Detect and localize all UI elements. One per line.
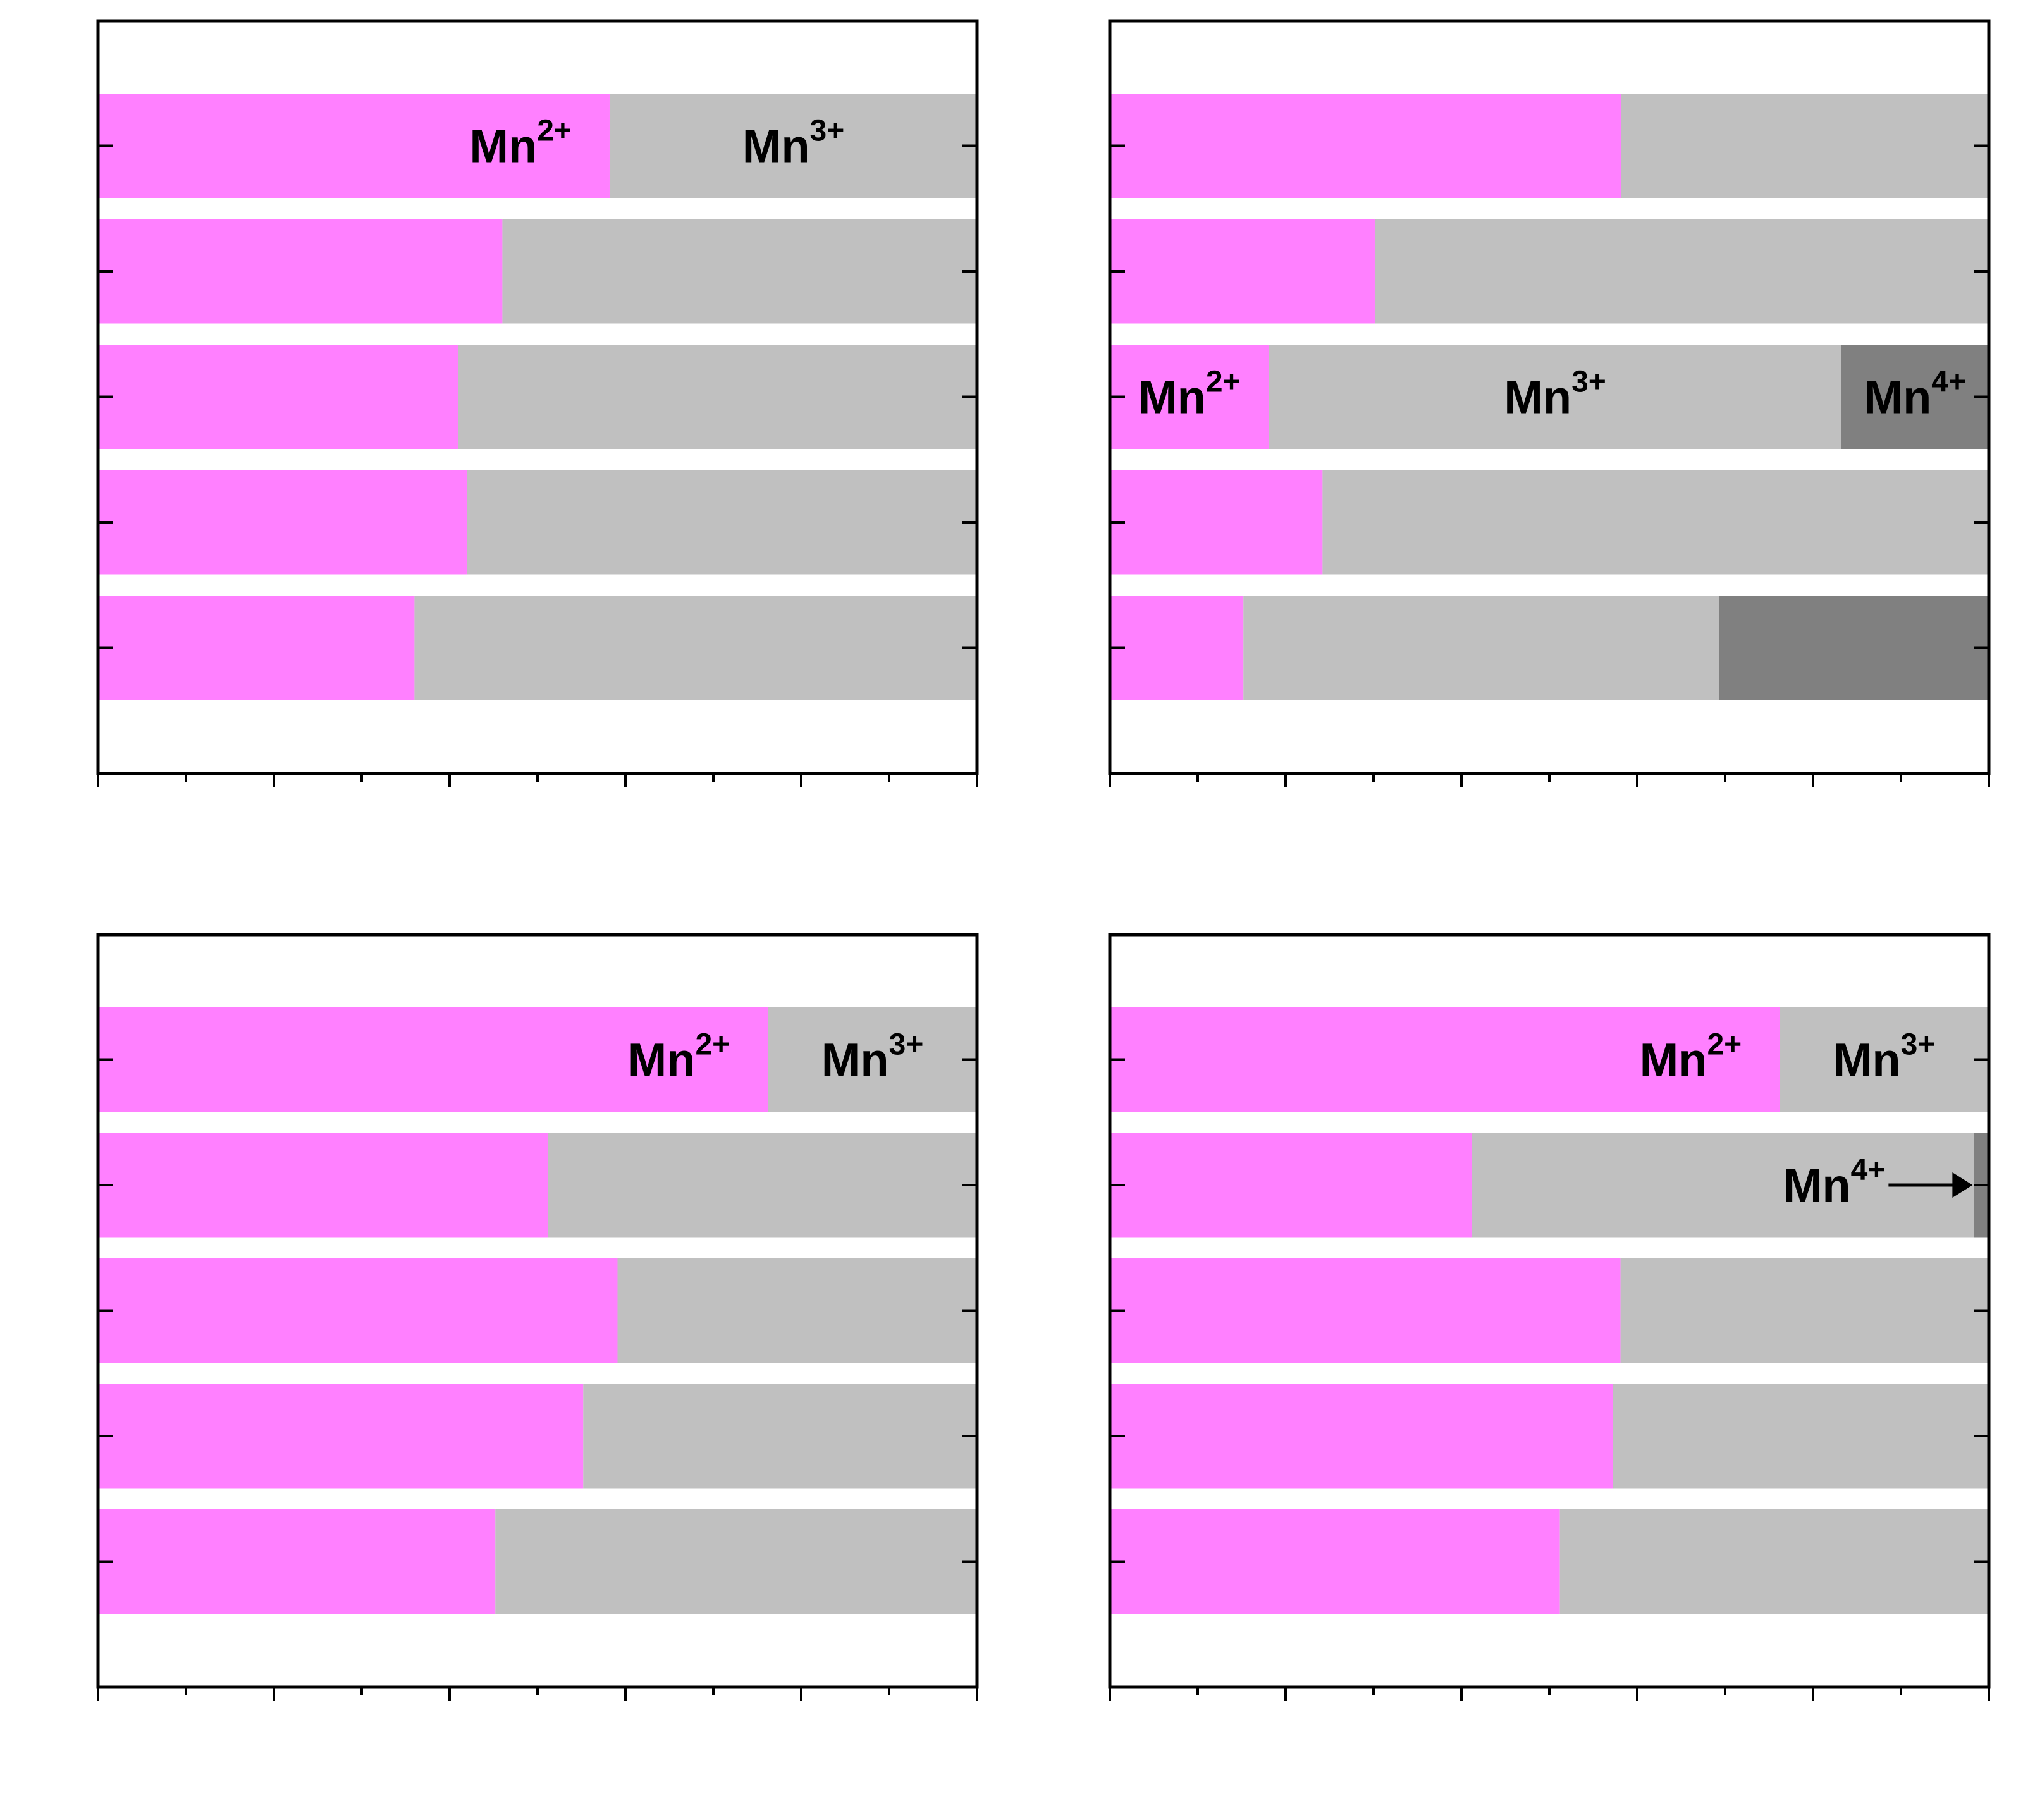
bar-Mn3plus-week-0 xyxy=(1621,94,1989,198)
panel-b: Mn2+ Mn3+ Mn4+ xyxy=(1108,19,1991,787)
bar-Mn4plus-week-4 xyxy=(1841,345,1989,449)
bar-Mn2plus-week-6 xyxy=(1110,1384,1613,1489)
annotation-label-2plus: Mn2+ xyxy=(1640,1028,1742,1086)
bar-Mn3plus-week-0 xyxy=(609,94,977,198)
annotation-base: Mn xyxy=(628,1034,696,1086)
bar-Mn3plus-week-6 xyxy=(1322,470,1989,575)
annotation-superscript: 2+ xyxy=(695,1028,730,1062)
bar-Mn3plus-week-6 xyxy=(467,470,977,575)
bar-Mn2plus-week-8 xyxy=(1110,596,1244,700)
annotation-superscript: 3+ xyxy=(1571,366,1606,399)
annotation-label-3plus: Mn3+ xyxy=(821,1028,924,1086)
bar-Mn3plus-week-4 xyxy=(458,345,977,449)
bar-Mn4plus-week-8 xyxy=(1719,596,1989,700)
bar-Mn3plus-week-4 xyxy=(617,1258,977,1363)
bar-Mn3plus-week-0 xyxy=(1780,1007,1989,1112)
annotation-base: Mn xyxy=(1640,1034,1707,1086)
annotation-label-2plus: Mn2+ xyxy=(469,114,572,173)
bar-Mn3plus-week-8 xyxy=(1243,596,1719,700)
panel-d: Mn2+ Mn3+Mn4+ xyxy=(1108,933,1991,1701)
annotation-superscript: 4+ xyxy=(1851,1153,1886,1187)
bar-Mn2plus-week-6 xyxy=(98,1384,584,1489)
bar-Mn2plus-week-0 xyxy=(1110,94,1621,198)
bar-Mn3plus-week-2 xyxy=(1375,219,1989,324)
bar-Mn2plus-week-0 xyxy=(98,94,610,198)
annotation-superscript: 3+ xyxy=(810,114,845,148)
bar-Mn3plus-week-8 xyxy=(1559,1509,1989,1614)
annotation-base: Mn xyxy=(742,120,810,173)
bar-Mn2plus-week-0 xyxy=(1110,1007,1780,1112)
bar-Mn3plus-week-6 xyxy=(1613,1384,1989,1489)
bar-Mn3plus-week-2 xyxy=(548,1133,977,1238)
annotation-label-3plus: Mn3+ xyxy=(1504,366,1606,424)
annotation-label-2plus: Mn2+ xyxy=(1138,366,1241,424)
annotation-label-4plus: Mn4+ xyxy=(1783,1153,1886,1212)
annotation-superscript: 2+ xyxy=(1707,1028,1742,1062)
annotation-base: Mn xyxy=(469,120,537,173)
bar-Mn2plus-week-4 xyxy=(98,1258,618,1363)
bar-Mn2plus-week-4 xyxy=(98,345,458,449)
bar-Mn2plus-week-6 xyxy=(98,470,467,575)
annotation-base: Mn xyxy=(1783,1159,1851,1212)
annotation-base: Mn xyxy=(1504,371,1571,424)
annotation-arrow-head xyxy=(1952,1172,1973,1198)
bar-Mn2plus-week-8 xyxy=(98,596,415,700)
bar-Mn3plus-week-8 xyxy=(414,596,977,700)
annotation-base: Mn xyxy=(821,1034,889,1086)
annotation-label-3plus: Mn3+ xyxy=(742,114,845,173)
bar-Mn3plus-week-4 xyxy=(1620,1258,1989,1363)
panel-c: Mn2+ Mn3+ xyxy=(96,933,979,1701)
bar-Mn2plus-week-8 xyxy=(98,1509,496,1614)
annotation-label-2plus: Mn2+ xyxy=(628,1028,730,1086)
bar-Mn2plus-week-6 xyxy=(1110,470,1323,575)
bar-Mn3plus-week-2 xyxy=(502,219,977,324)
annotation-label-3plus: Mn3+ xyxy=(1833,1028,1936,1086)
annotation-base: Mn xyxy=(1864,371,1931,424)
bar-Mn2plus-week-8 xyxy=(1110,1509,1560,1614)
annotation-label-4plus: Mn4+ xyxy=(1864,366,1966,424)
bar-Mn2plus-week-4 xyxy=(1110,1258,1621,1363)
annotation-base: Mn xyxy=(1833,1034,1901,1086)
bar-Mn3plus-week-8 xyxy=(495,1509,977,1614)
bar-Mn3plus-week-4 xyxy=(1269,345,1841,449)
bar-Mn2plus-week-2 xyxy=(98,219,503,324)
annotation-superscript: 4+ xyxy=(1931,366,1966,399)
bar-Mn2plus-week-2 xyxy=(1110,219,1375,324)
annotation-superscript: 3+ xyxy=(1901,1028,1936,1062)
annotation-base: Mn xyxy=(1138,371,1206,424)
bar-Mn2plus-week-0 xyxy=(98,1007,768,1112)
annotation-superscript: 2+ xyxy=(1206,366,1241,399)
bar-Mn2plus-week-2 xyxy=(98,1133,548,1238)
bar-Mn2plus-week-4 xyxy=(1110,345,1269,449)
bar-Mn3plus-week-6 xyxy=(583,1384,977,1489)
annotation-superscript: 2+ xyxy=(537,114,572,148)
bar-Mn3plus-week-0 xyxy=(768,1007,977,1112)
bar-Mn2plus-week-2 xyxy=(1110,1133,1472,1238)
panel-a: Mn2+ Mn3+ xyxy=(96,19,979,787)
annotation-superscript: 3+ xyxy=(889,1028,924,1062)
